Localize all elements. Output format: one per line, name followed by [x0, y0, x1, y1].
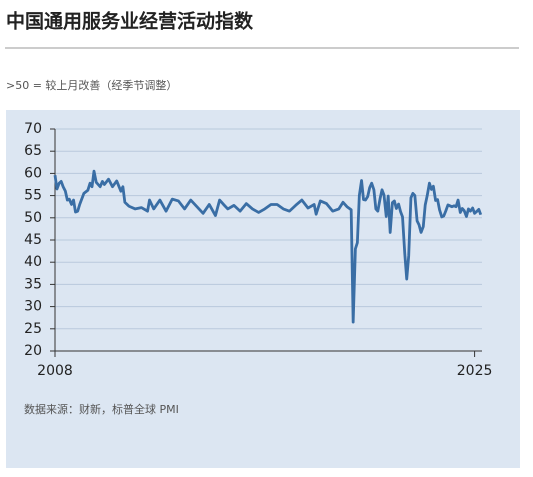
x-tick-label: 2008 [37, 363, 73, 379]
chart-title: 中国通用服务业经营活动指数 [6, 10, 254, 33]
y-tick-label: 50 [24, 210, 42, 226]
y-tick-label: 45 [24, 232, 42, 248]
y-tick-label: 25 [24, 321, 42, 337]
y-tick-label: 20 [24, 343, 42, 359]
source-note: 数据来源：财新，标普全球 PMI [24, 402, 179, 416]
y-tick-label: 40 [24, 254, 42, 270]
y-tick-label: 55 [24, 188, 42, 204]
chart-subtitle: >50 = 较上月改善（经季节调整） [6, 78, 177, 92]
y-tick-label: 35 [24, 276, 42, 292]
plot-panel [6, 110, 520, 468]
y-tick-label: 60 [24, 165, 42, 181]
y-tick-label: 65 [24, 143, 42, 159]
y-tick-label: 30 [24, 299, 42, 315]
x-tick-label: 2025 [457, 363, 493, 379]
data-line [53, 169, 483, 324]
y-tick-label: 70 [24, 121, 42, 137]
